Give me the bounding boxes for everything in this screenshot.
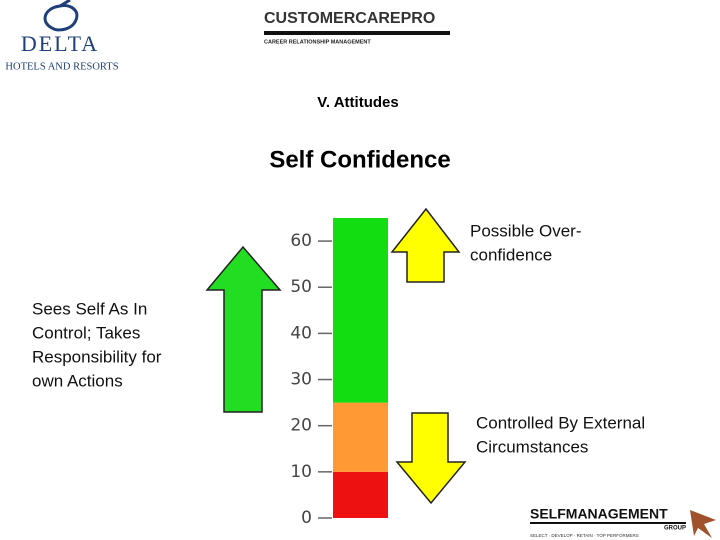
down-arrow-yellow bbox=[395, 412, 467, 505]
smg-tagline: GROUP bbox=[664, 526, 686, 532]
delta-name: DELTA bbox=[21, 31, 99, 56]
annotation: confidence bbox=[470, 245, 552, 264]
up-arrow-green bbox=[205, 245, 282, 413]
y-tick-label: 10 bbox=[290, 462, 312, 482]
smg-icon bbox=[690, 510, 716, 538]
smg-name: SELFMANAGEMENT bbox=[530, 506, 668, 522]
bar-segment bbox=[333, 402, 388, 472]
y-tick-label: 30 bbox=[290, 370, 312, 390]
smg-rule bbox=[530, 522, 686, 524]
annotation: Responsibility for bbox=[32, 347, 162, 366]
annotation: Possible Over- bbox=[470, 221, 581, 240]
y-tick-label: 40 bbox=[290, 323, 312, 343]
annotation: own Actions bbox=[32, 371, 123, 390]
y-tick-label: 60 bbox=[290, 231, 312, 251]
annotation: Controlled By External bbox=[476, 413, 645, 432]
ccp-name: CUSTOMERCAREPRO bbox=[264, 10, 435, 27]
ccp-tagline: CAREER RELATIONSHIP MANAGEMENT bbox=[264, 39, 371, 45]
bar-segment bbox=[333, 218, 388, 403]
up-arrow-yellow bbox=[390, 207, 461, 283]
annotation: Sees Self As In bbox=[32, 299, 147, 318]
chart-title: Self Confidence bbox=[269, 146, 450, 173]
smg-footer: SELECT · DEVELOP · RETAIN · TOP PERFORME… bbox=[530, 533, 639, 538]
y-tick-label: 0 bbox=[301, 508, 312, 528]
annotation: Control; Takes bbox=[32, 323, 140, 342]
y-tick-label: 50 bbox=[290, 277, 312, 297]
y-tick-label: 20 bbox=[290, 416, 312, 436]
delta-tagline: HOTELS AND RESORTS bbox=[5, 61, 118, 72]
bar-segment bbox=[333, 471, 388, 518]
annotation: Circumstances bbox=[476, 437, 588, 456]
delta-icon bbox=[43, 0, 79, 32]
ccp-rule bbox=[264, 31, 450, 35]
section-title: V. Attitudes bbox=[317, 94, 398, 111]
